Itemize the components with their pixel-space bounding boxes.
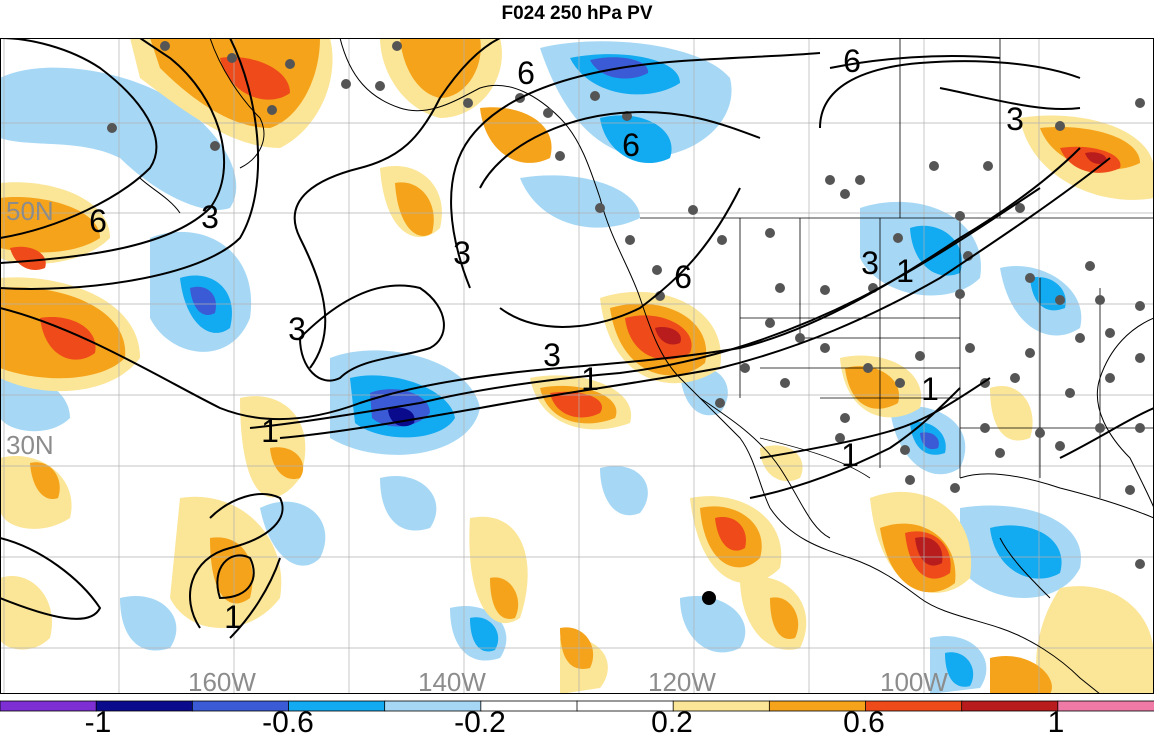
contour-label: 6 bbox=[622, 127, 640, 163]
positive-anomaly-max bbox=[655, 152, 1107, 566]
colorbar-label: -0.2 bbox=[454, 706, 506, 739]
contour-label: 6 bbox=[843, 43, 861, 79]
contour-label: 1 bbox=[224, 599, 242, 635]
contour-label: 3 bbox=[288, 311, 306, 347]
lon-label-140w: 140W bbox=[418, 667, 486, 694]
contour-label: 3 bbox=[453, 235, 471, 271]
contour-label: 1 bbox=[896, 253, 914, 289]
lon-label-160w: 160W bbox=[188, 667, 256, 694]
lat-label-30n: 30N bbox=[6, 430, 54, 460]
contour-label: 1 bbox=[261, 413, 279, 449]
colorbar-label: 1 bbox=[1047, 706, 1065, 739]
contour-label: 3 bbox=[1006, 101, 1024, 137]
contour-label: 1 bbox=[841, 437, 859, 473]
colorbar bbox=[0, 700, 1154, 712]
lon-label-100w: 100W bbox=[880, 667, 948, 694]
positive-anomaly-strong bbox=[10, 57, 1121, 579]
pv-map: 6 6 6 6 6 3 3 3 3 3 3 1 1 1 1 1 1 50N 30… bbox=[0, 38, 1154, 694]
map-title: F024 250 hPa PV bbox=[501, 3, 653, 24]
colorbar-segment bbox=[1057, 700, 1154, 712]
contour-label: 6 bbox=[674, 259, 692, 295]
contour-label: 3 bbox=[543, 337, 561, 373]
colorbar-label: -0.6 bbox=[262, 706, 314, 739]
marker-dot bbox=[702, 591, 716, 605]
lat-label-50n: 50N bbox=[6, 196, 54, 226]
pv-contours bbox=[0, 38, 1154, 639]
contour-labels: 6 6 6 6 6 3 3 3 3 3 3 1 1 1 1 1 1 bbox=[89, 43, 1024, 635]
contour-label: 1 bbox=[921, 371, 939, 407]
axis-labels: 50N 30N 160W 140W 120W 100W bbox=[6, 196, 948, 694]
contour-label: 6 bbox=[89, 203, 107, 239]
colorbar-segment bbox=[0, 700, 98, 712]
colorbar-segment bbox=[961, 700, 1059, 712]
colorbar-label: -1 bbox=[84, 706, 112, 739]
contour-label: 3 bbox=[861, 245, 879, 281]
coastlines bbox=[139, 38, 1154, 694]
station-markers bbox=[107, 41, 1145, 569]
lon-label-120w: 120W bbox=[648, 667, 716, 694]
colorbar-label: 0.6 bbox=[843, 706, 885, 739]
contour-label: 3 bbox=[201, 199, 219, 235]
contour-label: 1 bbox=[581, 361, 599, 397]
contour-label: 6 bbox=[517, 55, 535, 91]
colorbar-label: 0.2 bbox=[651, 706, 693, 739]
